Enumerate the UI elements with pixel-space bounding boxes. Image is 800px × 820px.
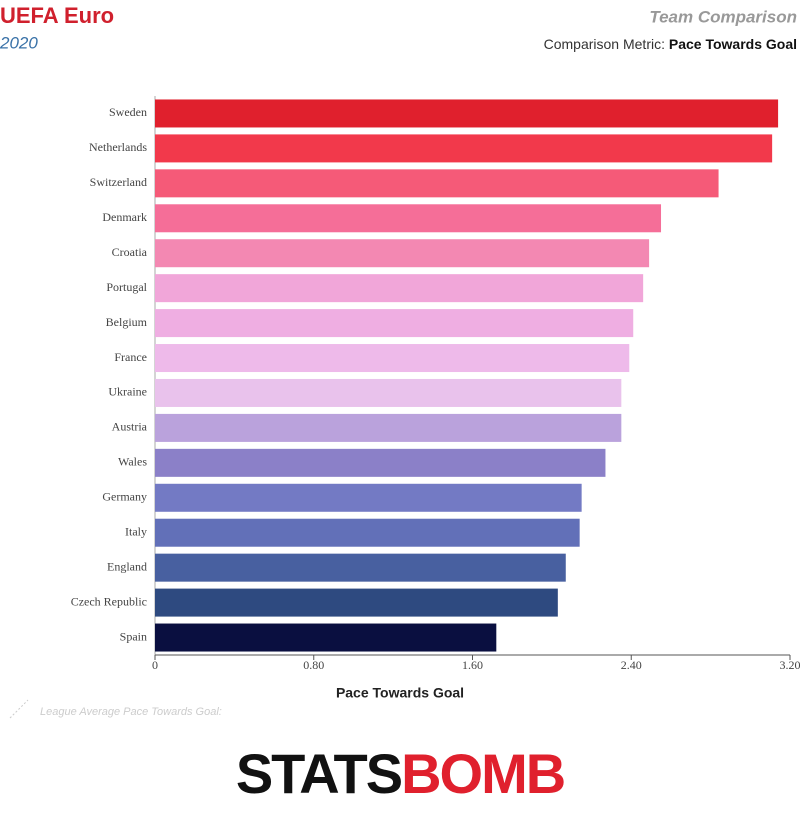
y-tick-label: Switzerland [90,175,147,189]
bar [155,623,497,652]
bar [155,448,606,477]
y-tick-label: Sweden [109,105,147,119]
x-axis-label: Pace Towards Goal [336,685,464,701]
logo-bomb: BOMB [401,742,564,805]
y-tick-label: Netherlands [89,140,147,154]
y-tick-label: Denmark [102,210,147,224]
y-tick-label: Austria [112,420,148,434]
x-tick-label: 0.80 [303,658,324,672]
x-tick-label: 1.60 [462,658,483,672]
y-tick-label: England [107,559,147,573]
metric-value: Pace Towards Goal [669,36,797,52]
x-tick-label: 0 [152,658,158,672]
logo-stats: STATS [236,742,402,805]
bar [155,553,566,582]
bar [155,378,622,407]
y-tick-label: Spain [120,629,147,643]
bar [155,169,719,198]
metric-label: Comparison Metric: [544,36,665,52]
header-right: Team Comparison [649,7,797,26]
metric: Comparison Metric: Pace Towards Goal [544,36,797,52]
bar [155,483,582,512]
logo: STATSBOMB [236,742,564,805]
bar [155,309,634,338]
y-tick-label: Czech Republic [71,594,147,608]
bar [155,344,630,373]
chart-subtitle: 2020 [0,33,38,52]
legend-note: League Average Pace Towards Goal: [40,706,222,718]
y-tick-label: Italy [125,524,147,538]
legend-line [9,699,29,719]
bar [155,274,644,303]
y-tick-label: Portugal [106,280,147,294]
bar [155,99,779,128]
bar [155,588,558,617]
y-tick-label: Germany [102,490,147,504]
bar [155,518,580,547]
bar [155,239,650,268]
chart-title: UEFA Euro [0,3,114,28]
y-tick-label: France [114,350,147,364]
y-tick-label: Croatia [112,245,148,259]
y-tick-label: Wales [118,455,147,469]
bar [155,413,622,442]
bar [155,204,662,233]
y-tick-label: Belgium [106,315,148,329]
x-tick-label: 2.40 [621,658,642,672]
y-tick-label: Ukraine [108,385,147,399]
bar [155,134,773,163]
x-tick-label: 3.20 [780,658,800,672]
